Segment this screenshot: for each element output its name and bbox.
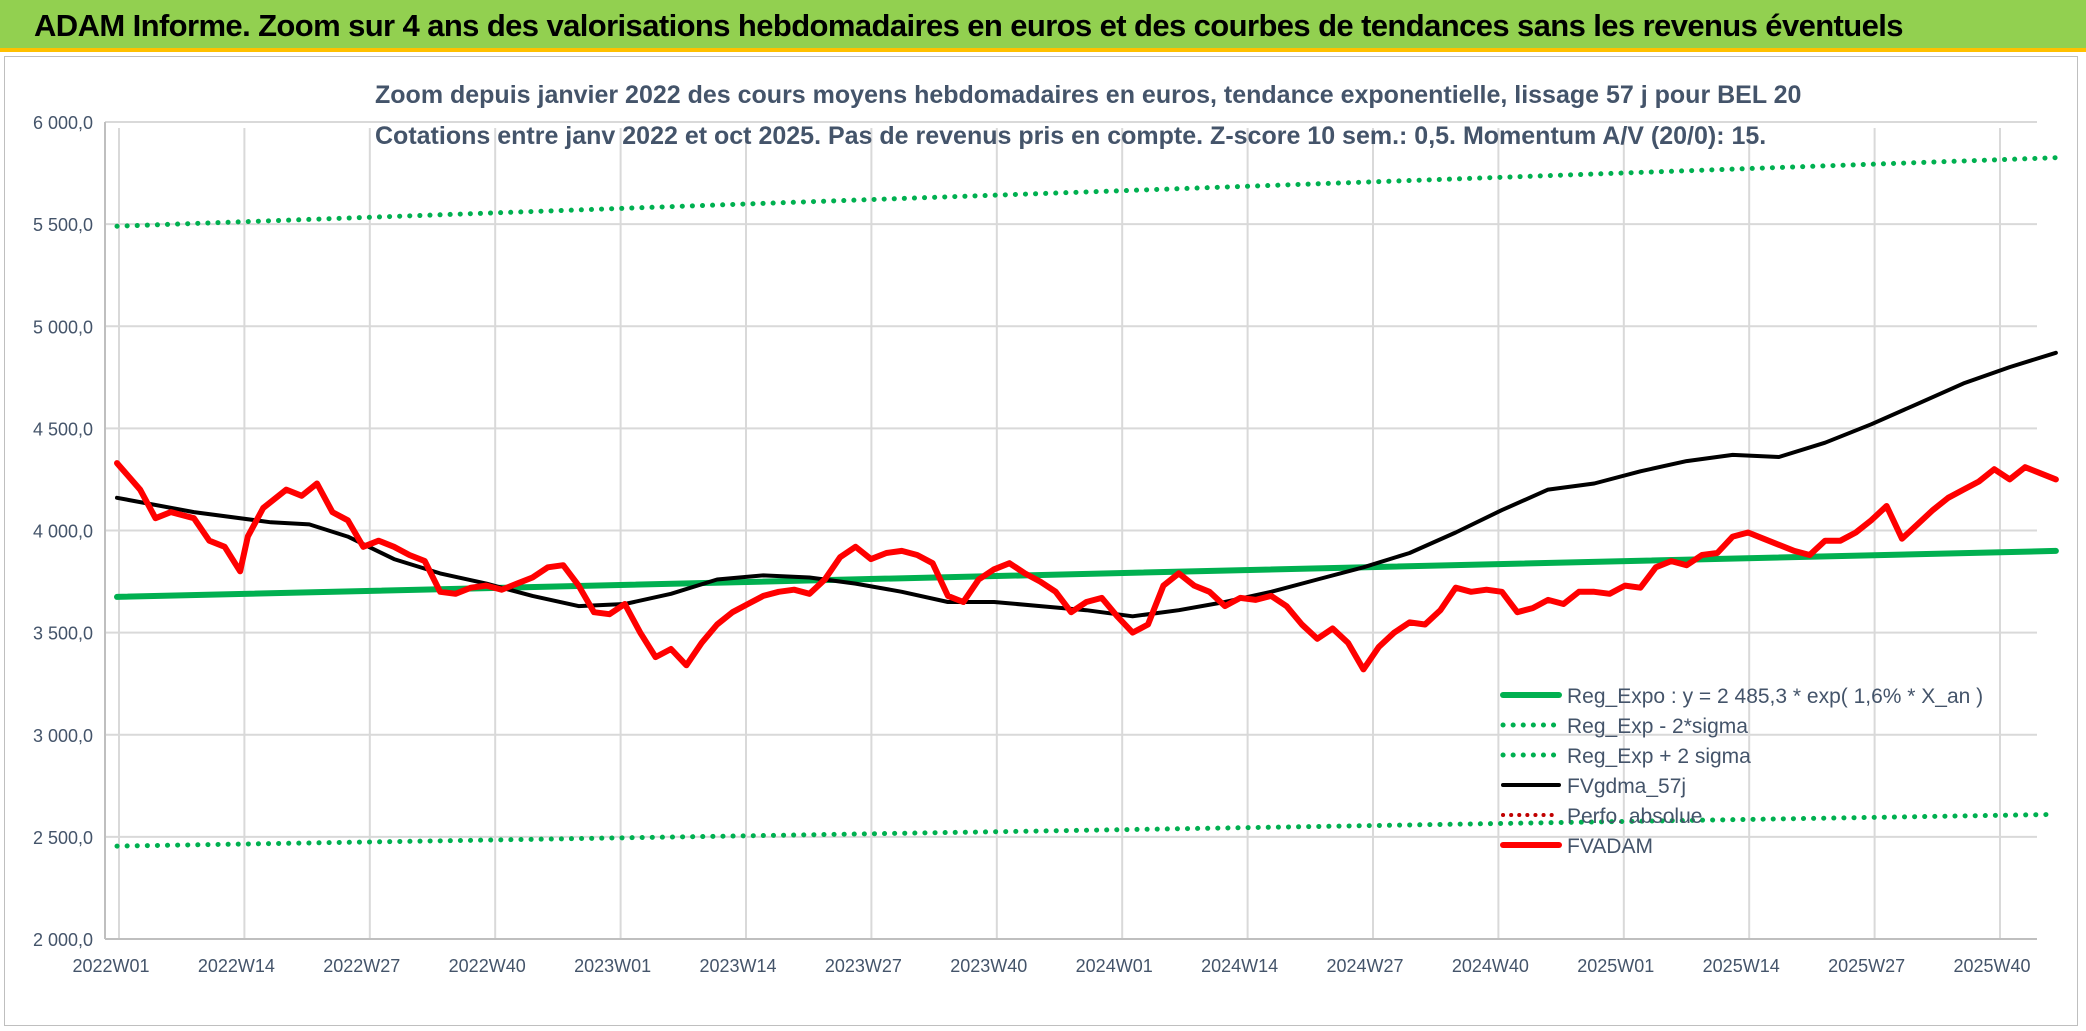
series-line-2 [114,155,2059,229]
x-tick-label: 2022W01 [72,956,149,976]
x-tick-label: 2023W27 [825,956,902,976]
y-tick-label: 3 500,0 [33,624,93,644]
x-tick-label: 2025W14 [1703,956,1780,976]
y-tick-label: 6 000,0 [33,113,93,133]
series-line-5 [114,460,2059,673]
x-tick-label: 2023W40 [950,956,1027,976]
y-tick-label: 5 500,0 [33,215,93,235]
legend-label: Reg_Expo : y = 2 485,3 * exp( 1,6% * X_a… [1567,685,1983,708]
y-tick-label: 4 000,0 [33,522,93,542]
y-tick-label: 5 000,0 [33,317,93,337]
x-tick-label: 2024W27 [1326,956,1403,976]
legend-label: FVgdma_57j [1567,775,1686,798]
chart-area: 2 000,0 2 500,0 3 000,0 3 500,0 4 000,0 4 500… [4,56,2078,1026]
x-tick-label: 2024W14 [1201,956,1278,976]
legend-label: FVADAM [1567,835,1653,858]
y-tick-label: 2 000,0 [33,930,93,950]
gridlines [105,121,2037,940]
x-tick-label: 2022W14 [198,956,275,976]
chart-subtitle: Cotations entre janv 2022 et oct 2025. P… [375,122,1766,150]
x-tick-label: 2022W40 [449,956,526,976]
y-tick-label: 3 000,0 [33,726,93,746]
legend-label: Perfo. absolue [1567,805,1702,828]
x-tick-label: 2023W01 [574,956,651,976]
x-tick-label: 2025W01 [1577,956,1654,976]
series-line-0 [114,547,2059,600]
legend-label: Reg_Exp - 2*sigma [1567,715,1748,738]
legend-label: Reg_Exp + 2 sigma [1567,745,1751,768]
x-tick-label: 2023W14 [699,956,776,976]
legend: Reg_Expo : y = 2 485,3 * exp( 1,6% * X_a… [1500,685,1983,858]
series-line-1 [114,811,2059,849]
chart-title: Zoom depuis janvier 2022 des cours moyen… [375,81,1801,109]
line-chart: 2 000,0 2 500,0 3 000,0 3 500,0 4 000,0 4 500… [33,81,2059,976]
x-tick-label: 2022W27 [323,956,400,976]
x-tick-label: 2024W01 [1076,956,1153,976]
x-tick-label: 2025W27 [1828,956,1905,976]
axes: 2 000,0 2 500,0 3 000,0 3 500,0 4 000,0 4 500… [33,113,2037,976]
x-tick-label: 2024W40 [1452,956,1529,976]
x-tick-label: 2025W40 [1953,956,2030,976]
series [114,155,2059,849]
banner-title: ADAM Informe. Zoom sur 4 ans des valoris… [34,8,1904,43]
y-tick-label: 2 500,0 [33,828,93,848]
series-line-3 [115,350,2058,619]
y-tick-label: 4 500,0 [33,419,93,439]
title-banner: ADAM Informe. Zoom sur 4 ans des valoris… [0,0,2086,52]
